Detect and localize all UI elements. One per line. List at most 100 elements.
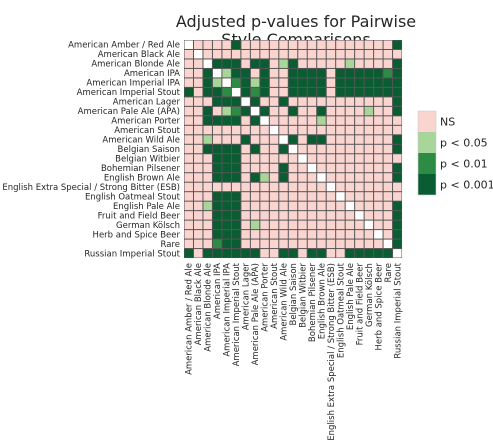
heatmap-cell [260,125,269,135]
y-tick-label: German Kölsch [116,221,180,231]
heatmap-cell [326,154,336,163]
heatmap-cell [355,49,364,59]
heatmap-cell [374,59,383,68]
heatmap-cell [250,125,260,135]
heatmap-cell [269,49,279,59]
heatmap-cell [298,154,307,163]
heatmap-cell [203,68,212,78]
heatmap-cell [345,173,355,182]
heatmap-cell [336,87,345,97]
heatmap-cell [364,116,374,125]
heatmap-cell [393,230,402,239]
heatmap-cell [336,106,345,116]
heatmap-cell [241,40,250,49]
y-tick-label: American Black Ale [98,50,180,60]
heatmap-cell [326,59,336,68]
heatmap-cell [260,211,269,220]
heatmap-cell [241,97,250,106]
heatmap-cell [260,97,269,106]
heatmap-cell [279,116,288,125]
y-tick-label: American Imperial IPA [86,79,180,89]
heatmap-cell [193,59,203,68]
heatmap-cell [298,220,307,230]
heatmap-cell [241,144,250,154]
heatmap-cell [203,154,212,163]
heatmap-cell [374,40,383,49]
heatmap-cell [393,49,402,59]
heatmap-cell [193,49,203,59]
heatmap-cell [298,211,307,220]
heatmap-cell [231,163,241,173]
heatmap-grid [184,40,403,259]
heatmap-cell [231,135,241,144]
heatmap-cell [336,97,345,106]
heatmap-cell [336,192,345,201]
heatmap-cell [345,97,355,106]
heatmap-cell [326,163,336,173]
heatmap-cell [298,49,307,59]
heatmap-cell [364,173,374,182]
heatmap-cell [326,144,336,154]
heatmap-cell [298,116,307,125]
heatmap-cell [212,97,222,106]
y-tick-label: English Brown Ale [104,173,180,183]
heatmap-cell [260,68,269,78]
heatmap-cell [336,40,345,49]
x-tick-label: Bohemian Pilsener [308,263,318,343]
heatmap-cell [288,192,298,201]
heatmap-cell [279,249,288,258]
heatmap-cell [298,40,307,49]
heatmap-cell [193,192,203,201]
heatmap-cell [184,182,193,192]
heatmap-cell [355,116,364,125]
heatmap-cell [393,173,402,182]
heatmap-cell [241,106,250,116]
heatmap-cell [364,239,374,249]
heatmap-cell [288,182,298,192]
heatmap-cell [279,230,288,239]
y-tick-label: American Imperial Stout [77,88,181,98]
heatmap-cell [241,192,250,201]
heatmap-cell [241,230,250,239]
heatmap-cell [383,97,393,106]
heatmap-cell [279,59,288,68]
heatmap-cell [212,59,222,68]
heatmap-cell [383,135,393,144]
heatmap-cell [355,173,364,182]
heatmap-cell [374,49,383,59]
heatmap-cell [250,154,260,163]
heatmap-cell [393,59,402,68]
x-tick-label: Russian Imperial Stout [393,262,403,358]
heatmap-cell [383,154,393,163]
heatmap-cell [393,154,402,163]
heatmap-cell [250,239,260,249]
heatmap-cell [326,116,336,125]
heatmap-cell [298,106,307,116]
y-tick-label: American Amber / Red Ale [68,41,180,51]
heatmap-cell [231,97,241,106]
heatmap-cell [184,201,193,211]
heatmap-cell [241,59,250,68]
y-tick-label: Fruit and Field Beer [98,211,181,221]
heatmap-cell [193,125,203,135]
y-tick-label: American Stout [114,126,180,136]
heatmap-cell [317,125,326,135]
heatmap-cell [317,163,326,173]
heatmap-cell [231,249,241,258]
heatmap-cell [326,106,336,116]
heatmap-cell [317,211,326,220]
heatmap-cell [279,182,288,192]
x-tick-label: Belgian Saison [289,263,299,325]
heatmap-cell [355,230,364,239]
heatmap-cell [374,163,383,173]
heatmap-cell [184,49,193,59]
heatmap-cell [184,40,193,49]
heatmap-cell [364,106,374,116]
heatmap-cell [241,125,250,135]
heatmap-cell [193,97,203,106]
y-tick-label: English Extra Special / Strong Bitter (E… [2,183,180,193]
x-tick-labels: American Amber / Red Ale American Black A… [185,262,404,440]
heatmap-cell [355,135,364,144]
heatmap-cell [336,116,345,125]
heatmap-cell [279,78,288,87]
